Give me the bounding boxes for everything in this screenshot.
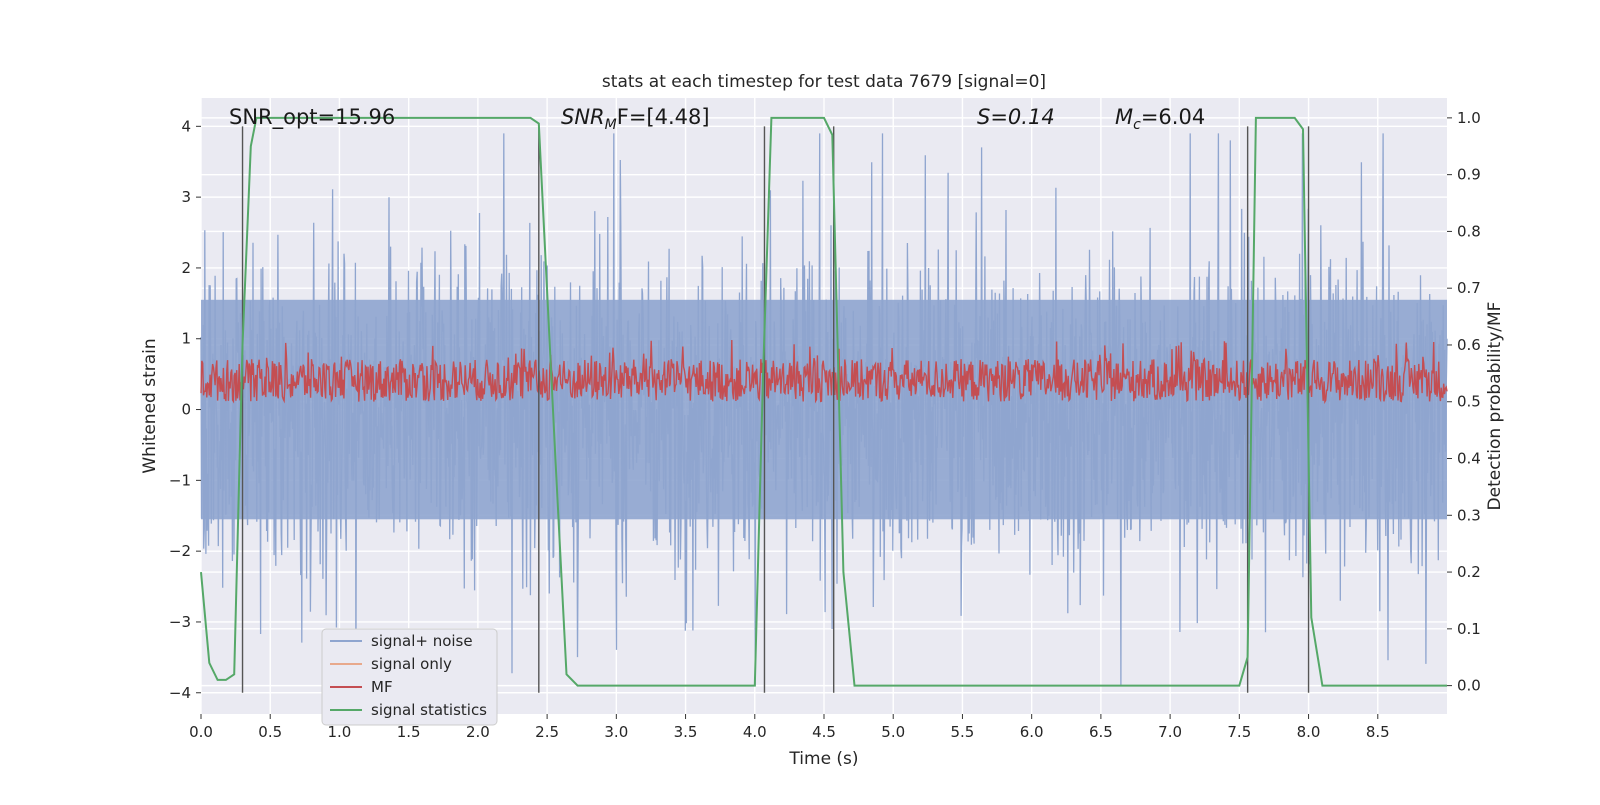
x-tick-label: 5.5 (951, 723, 975, 741)
x-axis-label: Time (s) (788, 749, 858, 769)
annotation-mc-rest: =6.04 (1141, 105, 1205, 129)
x-tick-label: 4.5 (812, 723, 836, 741)
annotation-mc: Mc=6.04 (1115, 105, 1205, 133)
legend-label: signal statistics (371, 701, 487, 719)
annotation-snr-mf-main: SNR (561, 105, 605, 129)
y-tick-label-left: 1 (181, 330, 191, 348)
noise-line (200, 133, 1448, 686)
mf-series (200, 339, 1448, 405)
legend-label: signal only (371, 655, 452, 673)
y-tick-label-right: 0.1 (1457, 620, 1481, 638)
x-tick-label: 0.5 (258, 723, 282, 741)
y-tick-label-right: 0.7 (1457, 279, 1481, 297)
signal-noise-series (200, 133, 1448, 686)
x-tick-label: 2.5 (535, 723, 559, 741)
axis-ticks: 0.0 0.5 1.0 1.5 2.0 2.5 3.0 3.5 4.0 4.5 5.0 5.5 6.0 6… (169, 109, 1481, 741)
y-tick-label-right: 1.0 (1457, 109, 1481, 127)
y-tick-label-left: 2 (181, 259, 191, 277)
x-tick-label: 4.0 (743, 723, 767, 741)
y-tick-label-right: 0.2 (1457, 563, 1481, 581)
x-tick-label: 6.5 (1089, 723, 1113, 741)
y-tick-label-right: 0.6 (1457, 336, 1481, 354)
legend: signal+ noise signal only MF signal statist… (321, 628, 498, 726)
y-axis-label-left: Whitened strain (140, 338, 160, 473)
signal-statistics-series (200, 116, 1447, 687)
y-tick-label-right: 0.8 (1457, 222, 1481, 240)
y-tick-label-left: 4 (181, 117, 191, 135)
y-tick-label-left: −4 (169, 684, 191, 702)
annotation-snr-opt: SNR_opt=15.96 (229, 105, 395, 130)
x-tick-label: 0.0 (189, 723, 213, 741)
x-tick-label: 5.0 (881, 723, 905, 741)
x-tick-label: 8.5 (1366, 723, 1390, 741)
legend-box (321, 628, 498, 726)
y-tick-label-left: −3 (169, 613, 191, 631)
legend-label: MF (371, 678, 393, 696)
annotation-snr-mf: SNRMF=[4.48] (561, 105, 710, 133)
annotation-snr-mf-rest: F=[4.48] (617, 105, 710, 129)
legend-label: signal+ noise (371, 632, 473, 650)
signal-statistics-line (200, 116, 1447, 687)
x-tick-label: 3.5 (674, 723, 698, 741)
annotation-mc-main: M (1115, 105, 1133, 129)
x-tick-label: 2.0 (466, 723, 490, 741)
x-tick-label: 1.5 (397, 723, 421, 741)
y-tick-label-right: 0.9 (1457, 166, 1481, 184)
annotation-mc-sub: c (1133, 117, 1141, 133)
y-tick-label-right: 0.3 (1457, 506, 1481, 524)
y-tick-label-left: 3 (181, 188, 191, 206)
chart-title: stats at each timestep for test data 767… (602, 72, 1046, 92)
y-tick-label-right: 0.5 (1457, 393, 1481, 411)
x-tick-label: 8.0 (1297, 723, 1321, 741)
y-tick-label-right: 0.0 (1457, 677, 1481, 695)
x-tick-label: 6.0 (1020, 723, 1044, 741)
x-tick-label: 7.5 (1227, 723, 1251, 741)
annotation-s: S=0.14 (977, 105, 1055, 129)
y-tick-label-left: 0 (181, 401, 191, 419)
x-tick-label: 3.0 (604, 723, 628, 741)
y-tick-label-left: −2 (169, 542, 191, 560)
mf-line (200, 339, 1448, 405)
x-tick-label: 1.0 (328, 723, 352, 741)
x-tick-label: 7.0 (1158, 723, 1182, 741)
y-axis-label-right: Detection probability/MF (1485, 302, 1505, 511)
annotation-snr-mf-sub: M (605, 117, 617, 133)
y-tick-label-left: −1 (169, 471, 191, 489)
y-tick-label-right: 0.4 (1457, 450, 1481, 468)
